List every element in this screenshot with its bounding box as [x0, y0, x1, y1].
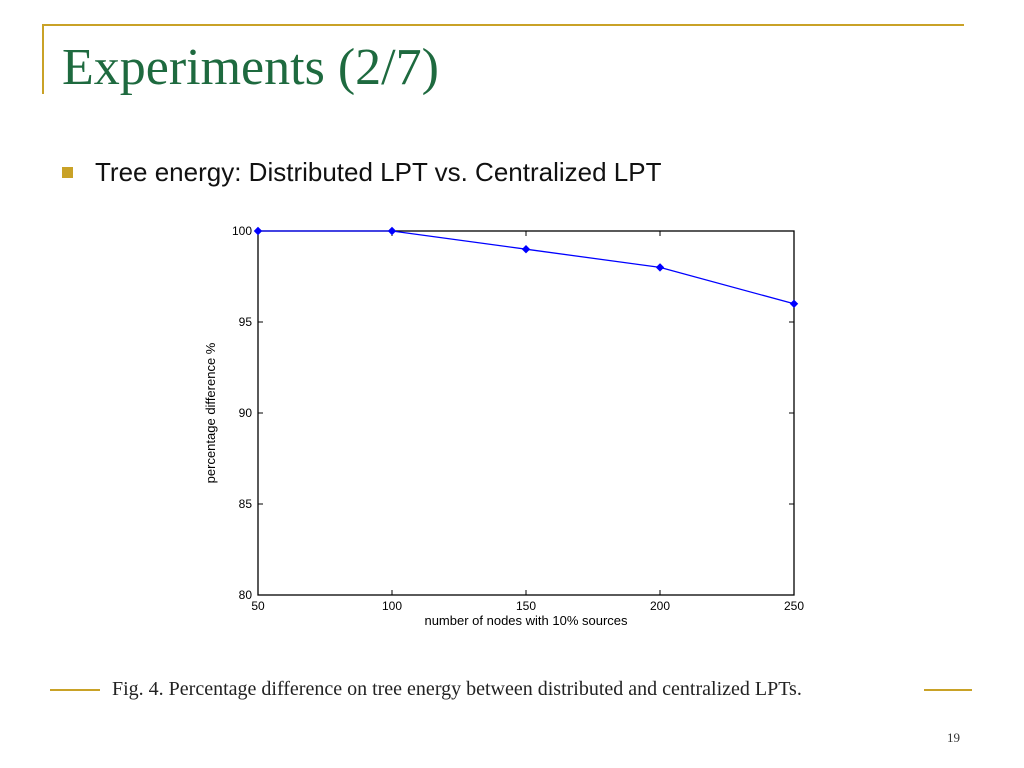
y-axis-label: percentage difference %: [203, 342, 218, 483]
y-tick-label: 80: [239, 588, 253, 602]
slide-title: Experiments (2/7): [62, 39, 439, 96]
data-point: [253, 226, 263, 236]
frame-left-rule: [42, 24, 44, 94]
x-tick-label: 100: [382, 599, 402, 613]
x-tick-label: 150: [516, 599, 536, 613]
x-tick-label: 50: [251, 599, 265, 613]
data-point: [655, 263, 665, 272]
data-point: [387, 226, 397, 236]
y-tick-label: 85: [239, 497, 253, 511]
figure-caption: Fig. 4. Percentage difference on tree en…: [112, 678, 802, 700]
x-tick-label: 200: [650, 599, 670, 613]
slide-number: 19: [947, 730, 960, 745]
caption-rule-left: [50, 689, 100, 691]
line-chart: 50 100 150 200 250 80 85 90 95 100 number of nodes…: [203, 224, 804, 628]
bullet-square-icon: [62, 167, 73, 178]
x-tick-label: 250: [784, 599, 804, 613]
x-axis-label: number of nodes with 10% sources: [424, 613, 628, 628]
plot-frame: [257, 230, 795, 596]
caption-rule-right: [924, 689, 972, 691]
data-point: [521, 244, 531, 254]
bullet-text: Tree energy: Distributed LPT vs. Central…: [95, 157, 662, 187]
frame-top-rule: [42, 24, 964, 26]
y-tick-label: 100: [232, 224, 252, 238]
series-line: [258, 230, 795, 305]
bullet-item: Tree energy: Distributed LPT vs. Central…: [62, 157, 661, 188]
y-tick-label: 90: [239, 406, 253, 420]
data-point: [789, 299, 799, 309]
y-tick-label: 95: [239, 315, 253, 329]
